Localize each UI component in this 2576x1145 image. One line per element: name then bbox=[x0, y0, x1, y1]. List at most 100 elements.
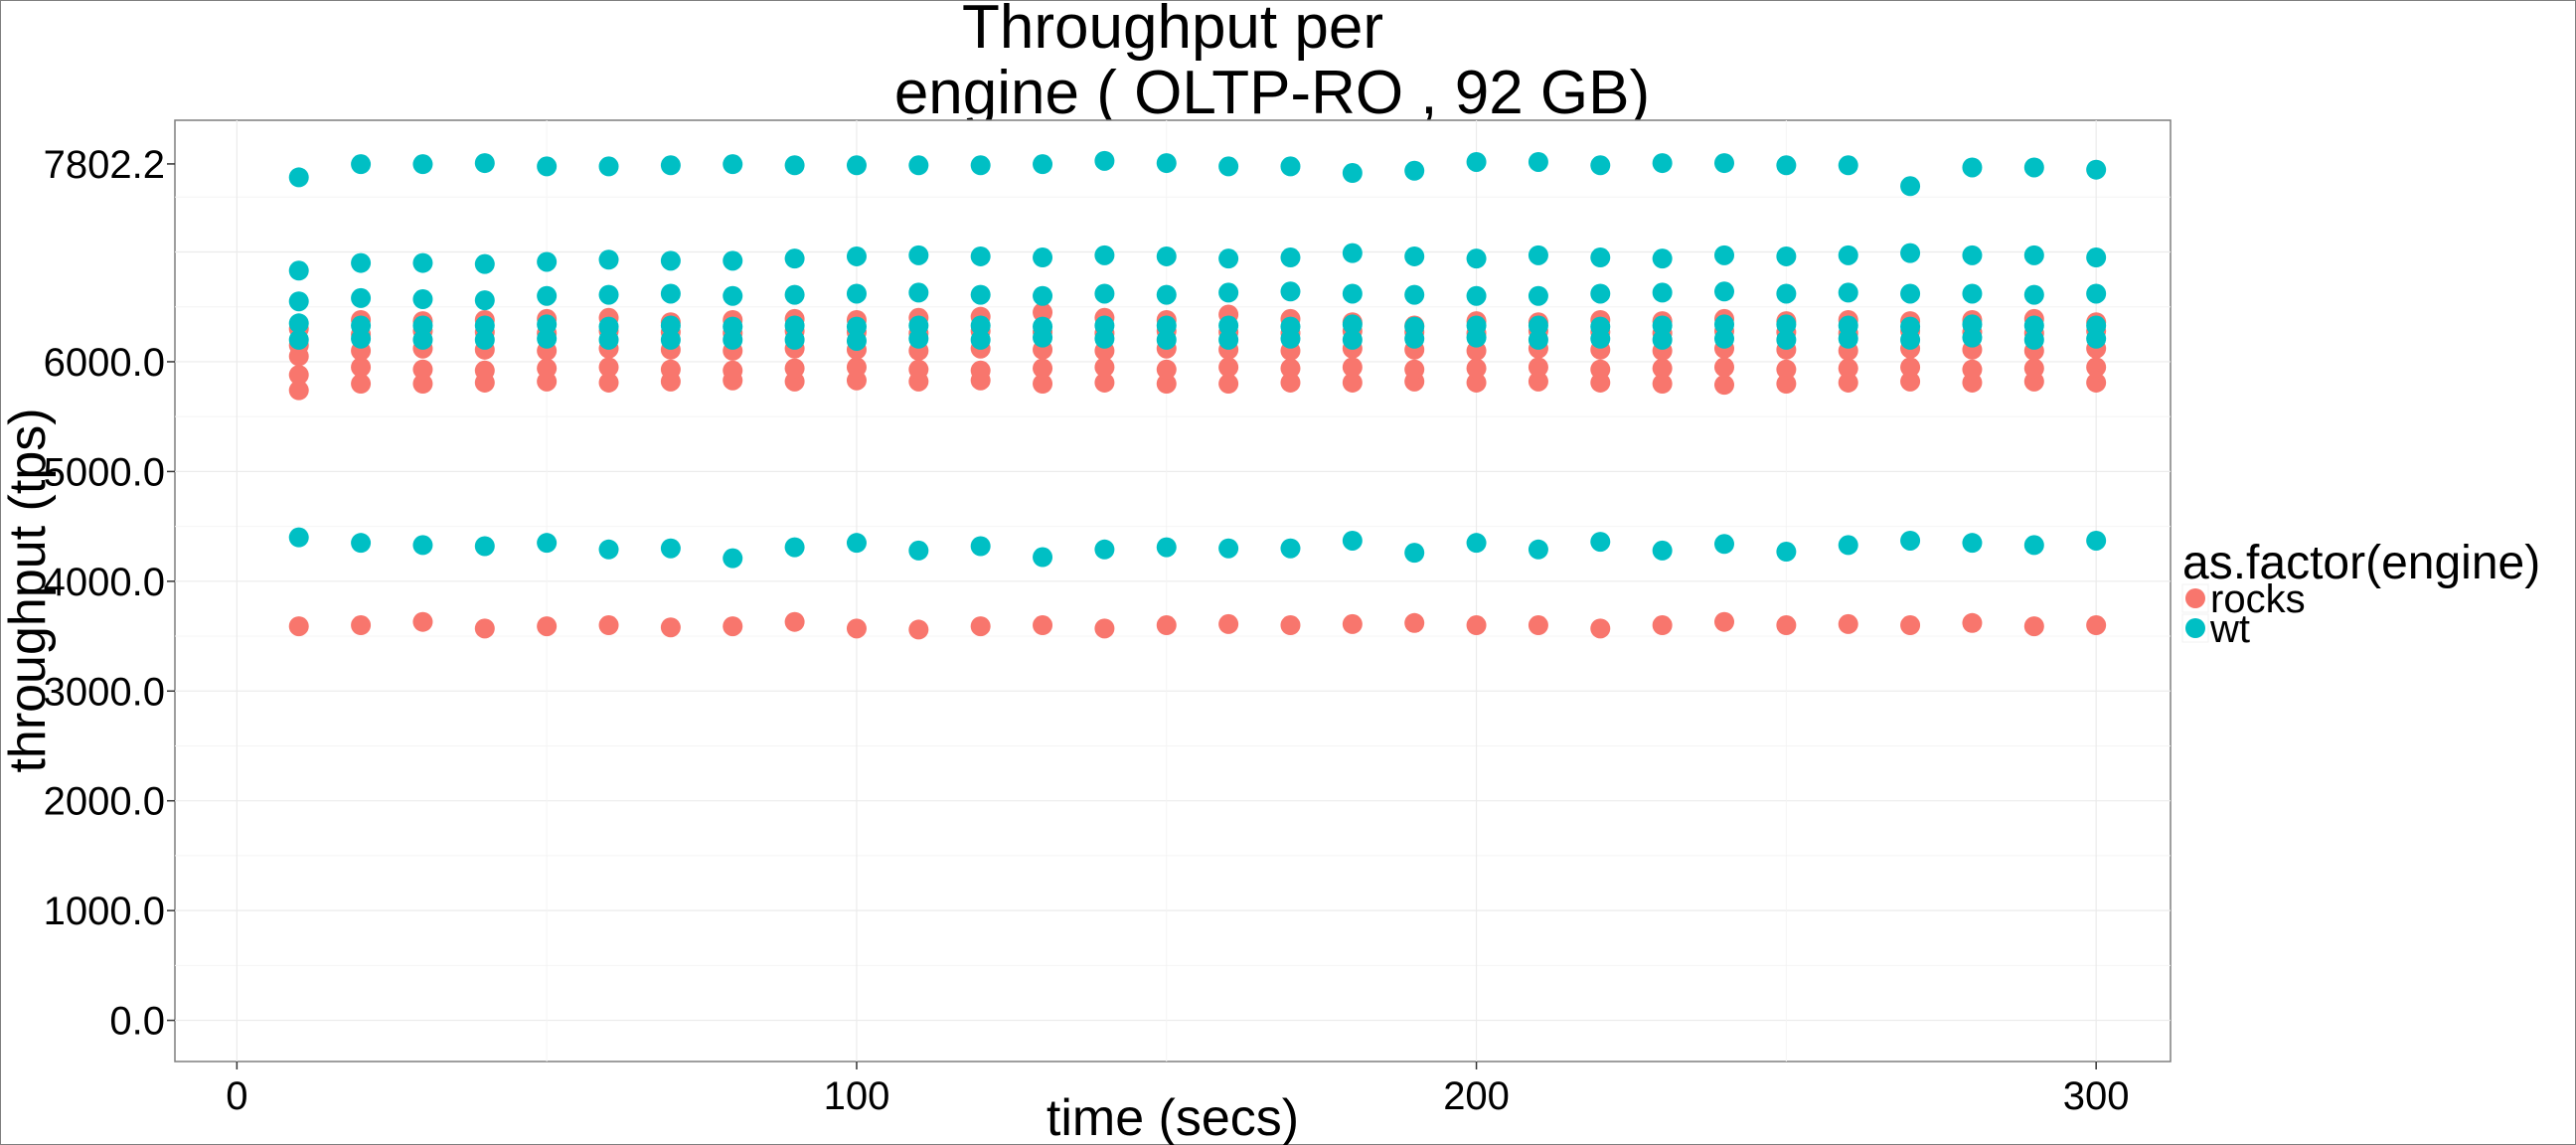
data-point-wt bbox=[474, 329, 495, 350]
data-point-rocks bbox=[1156, 374, 1177, 395]
data-point-wt bbox=[412, 315, 433, 336]
y-tick-label: 0.0 bbox=[109, 1000, 165, 1044]
x-tick-label: 300 bbox=[2063, 1074, 2130, 1118]
data-point-rocks bbox=[1590, 359, 1611, 380]
data-point-wt bbox=[2086, 247, 2107, 268]
data-point-rocks bbox=[1033, 302, 1053, 323]
data-point-wt bbox=[784, 155, 805, 176]
data-point-wt bbox=[1900, 243, 1921, 263]
data-point-wt bbox=[474, 315, 495, 336]
data-point-wt bbox=[1528, 315, 1548, 336]
data-point-rocks bbox=[908, 359, 929, 380]
data-point-rocks bbox=[1528, 615, 1548, 636]
data-point-wt bbox=[2023, 284, 2044, 305]
data-point-rocks bbox=[1094, 618, 1115, 639]
data-point-rocks bbox=[784, 611, 805, 632]
data-points bbox=[288, 150, 2107, 640]
data-point-wt bbox=[784, 284, 805, 305]
legend-key-wt bbox=[2185, 618, 2205, 638]
data-point-rocks bbox=[2023, 358, 2044, 379]
data-point-wt bbox=[537, 328, 558, 349]
data-point-rocks bbox=[1280, 372, 1301, 393]
data-point-wt bbox=[1218, 315, 1239, 336]
data-point-rocks bbox=[723, 616, 743, 637]
data-point-rocks bbox=[412, 359, 433, 380]
y-tick-label: 6000.0 bbox=[44, 341, 165, 385]
data-point-rocks bbox=[970, 616, 991, 637]
data-point-rocks bbox=[288, 380, 309, 401]
data-point-wt bbox=[288, 313, 309, 334]
data-point-rocks bbox=[1218, 613, 1239, 634]
data-point-wt bbox=[784, 329, 805, 350]
data-point-rocks bbox=[1342, 613, 1363, 634]
data-point-rocks bbox=[412, 611, 433, 632]
data-point-wt bbox=[1466, 248, 1487, 269]
data-point-rocks bbox=[1652, 374, 1673, 395]
data-point-wt bbox=[1838, 535, 1858, 556]
data-point-wt bbox=[1156, 245, 1177, 266]
x-tick-label: 200 bbox=[1443, 1074, 1510, 1118]
data-point-wt bbox=[288, 260, 309, 281]
data-point-wt bbox=[1962, 327, 1983, 348]
data-point-rocks bbox=[1342, 372, 1363, 393]
y-axis: 0.0 1000.0 2000.0 3000.0 4000.0 5000.0 6000.0 7… bbox=[44, 143, 175, 1044]
data-point-wt bbox=[598, 329, 619, 350]
data-point-wt bbox=[1652, 153, 1673, 174]
data-point-rocks bbox=[1900, 357, 1921, 378]
data-point-rocks bbox=[288, 365, 309, 386]
data-point-wt bbox=[288, 329, 309, 350]
data-point-rocks bbox=[2086, 357, 2107, 378]
x-axis-title: time (secs) bbox=[1046, 1089, 1299, 1145]
data-point-wt bbox=[1900, 176, 1921, 197]
data-point-wt bbox=[970, 315, 991, 336]
data-point-wt bbox=[1714, 328, 1735, 349]
data-point-rocks bbox=[1094, 357, 1115, 378]
data-point-wt bbox=[784, 315, 805, 336]
x-tick-label: 100 bbox=[824, 1074, 890, 1118]
data-point-rocks bbox=[1900, 371, 1921, 392]
x-axis: 0 100 200 300 bbox=[226, 1062, 2130, 1118]
data-point-wt bbox=[1962, 157, 1983, 178]
chart-title-line-2: engine ( OLTP-RO , 92 GB) bbox=[894, 59, 1650, 127]
data-point-wt bbox=[1900, 283, 1921, 304]
data-point-wt bbox=[1342, 530, 1363, 551]
data-point-wt bbox=[1218, 329, 1239, 350]
data-point-rocks bbox=[908, 619, 929, 640]
data-point-rocks bbox=[1528, 371, 1548, 392]
data-point-wt bbox=[1094, 245, 1115, 265]
data-point-wt bbox=[1776, 314, 1797, 335]
data-point-rocks bbox=[598, 372, 619, 393]
data-point-rocks bbox=[1776, 359, 1797, 380]
data-point-wt bbox=[1652, 540, 1673, 561]
data-point-wt bbox=[1094, 150, 1115, 171]
data-point-wt bbox=[412, 535, 433, 556]
data-point-wt bbox=[784, 248, 805, 269]
data-point-rocks bbox=[1714, 611, 1735, 632]
data-point-rocks bbox=[412, 374, 433, 395]
data-point-wt bbox=[1404, 160, 1425, 181]
y-axis-title: throughput (tps) bbox=[0, 408, 57, 772]
data-point-wt bbox=[908, 155, 929, 176]
data-point-wt bbox=[1652, 248, 1673, 269]
data-point-wt bbox=[1776, 283, 1797, 304]
data-point-wt bbox=[537, 533, 558, 554]
data-point-wt bbox=[1342, 243, 1363, 263]
data-point-wt bbox=[846, 330, 867, 351]
data-point-wt bbox=[1590, 155, 1611, 176]
data-point-rocks bbox=[2023, 616, 2044, 637]
data-point-wt bbox=[660, 329, 681, 350]
legend-title: as.factor(engine) bbox=[2182, 537, 2540, 589]
data-point-wt bbox=[2023, 535, 2044, 556]
y-tick-label: 3000.0 bbox=[44, 670, 165, 714]
data-point-rocks bbox=[723, 360, 743, 381]
data-point-wt bbox=[288, 527, 309, 548]
data-point-wt bbox=[846, 533, 867, 554]
data-point-wt bbox=[1156, 315, 1177, 336]
data-point-wt bbox=[1838, 328, 1858, 349]
data-point-wt bbox=[1280, 156, 1301, 177]
data-point-wt bbox=[1156, 284, 1177, 305]
data-point-rocks bbox=[1714, 357, 1735, 378]
data-point-wt bbox=[1466, 285, 1487, 306]
data-point-wt bbox=[351, 533, 372, 554]
